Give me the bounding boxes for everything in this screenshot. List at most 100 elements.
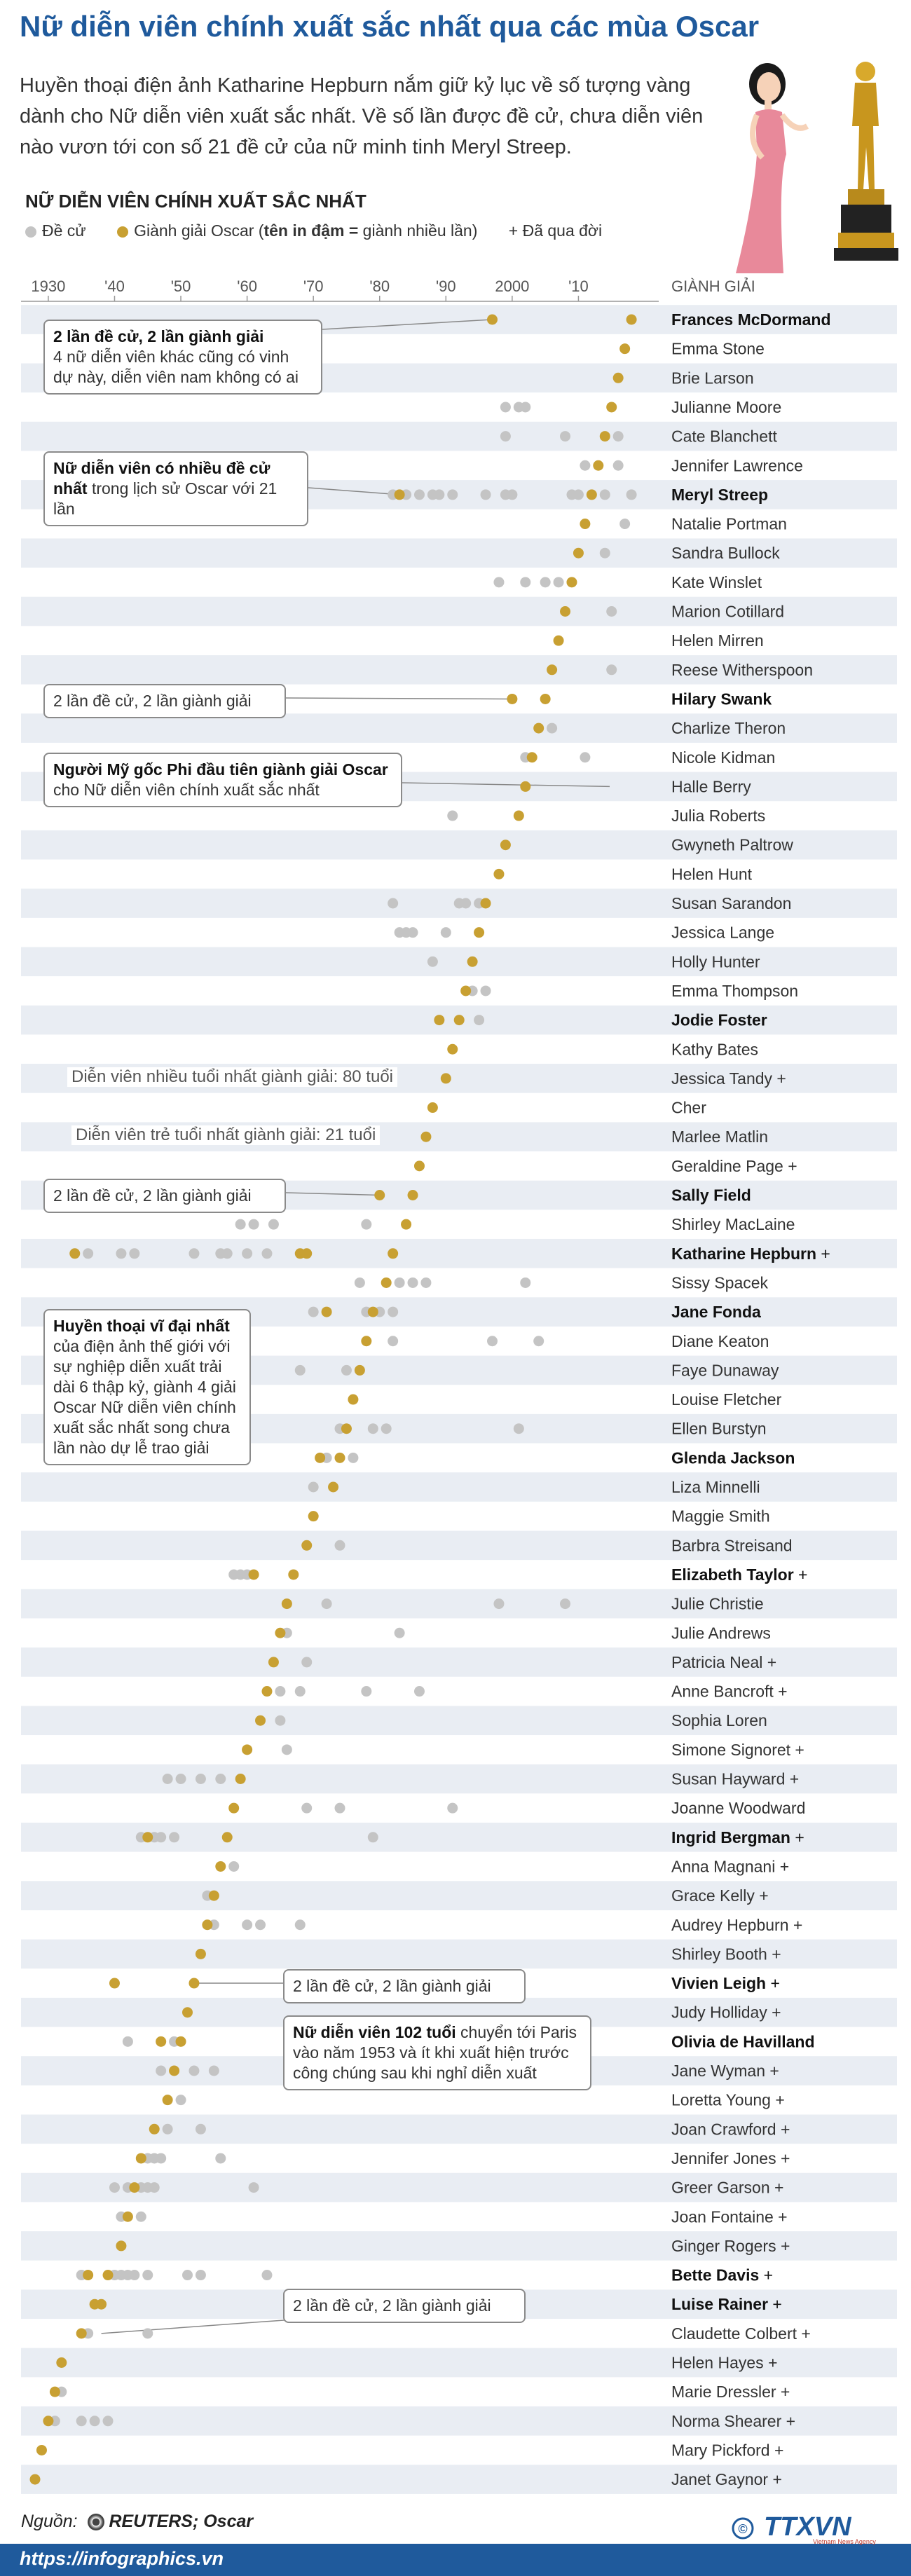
actress-name: Jane Fonda: [671, 1303, 761, 1321]
nomination-dot: [156, 1832, 167, 1843]
win-dot: [301, 1540, 313, 1551]
win-dot: [156, 2036, 167, 2047]
nomination-dot: [89, 2416, 100, 2427]
nomination-dot: [275, 1686, 286, 1697]
win-dot: [526, 752, 537, 763]
actress-name: Maggie Smith: [671, 1507, 770, 1526]
nomination-dot: [388, 1336, 399, 1347]
nomination-dot: [447, 489, 458, 500]
nomination-dot: [242, 1248, 253, 1259]
annotation-berry: Người Mỹ gốc Phi đầu tiên giành giải Osc…: [43, 753, 402, 807]
win-dot: [29, 2474, 41, 2485]
actress-name: Jennifer Jones +: [671, 2149, 790, 2167]
win-dot: [447, 1043, 458, 1055]
win-dot: [308, 1511, 319, 1522]
win-dot: [619, 343, 631, 355]
nomination-dot: [334, 1540, 345, 1551]
nomination-dot: [612, 460, 624, 471]
nomination-dot: [580, 460, 591, 471]
win-dot: [169, 2065, 180, 2076]
page-title: Nữ diễn viên chính xuất sắc nhất qua các…: [20, 10, 760, 43]
win-dot: [235, 1774, 246, 1784]
win-dot: [434, 1015, 445, 1026]
nomination-dot: [215, 2153, 226, 2164]
win-dot: [413, 1160, 425, 1172]
actress-name: Loretta Young +: [671, 2091, 785, 2109]
actress-name: Jane Wyman +: [671, 2062, 779, 2080]
actress-name: Charlize Theron: [671, 719, 786, 737]
nomination-dot: [407, 927, 418, 938]
row-stripe: [21, 1647, 897, 1677]
nomination-dot: [520, 577, 531, 588]
win-dot: [560, 606, 571, 617]
nomination-dot: [255, 1919, 266, 1931]
win-dot: [268, 1657, 279, 1668]
nomination-dot: [580, 752, 591, 763]
nomination-dot: [487, 1336, 498, 1347]
actress-name: Jessica Tandy +: [671, 1069, 786, 1088]
annotation-mcdormand: 2 lần đề cử, 2 lần giành giải 4 nữ diễn v…: [43, 320, 322, 395]
win-dot: [533, 722, 544, 734]
nomination-dot: [520, 402, 531, 413]
row-stripe: [21, 2231, 897, 2261]
actress-name: Shirley MacLaine: [671, 1215, 795, 1233]
actress-name: Joan Crawford +: [671, 2120, 790, 2138]
actress-name: Kathy Bates: [671, 1040, 758, 1058]
nomination-dot: [447, 1802, 458, 1814]
win-dot: [49, 2386, 60, 2397]
win-dot: [599, 431, 610, 442]
win-dot: [420, 1131, 432, 1142]
x-tick-label: '70: [303, 278, 324, 295]
x-tick-label: '80: [369, 278, 390, 295]
row-stripe: [21, 1881, 897, 1910]
actress-name: Joan Fontaine +: [671, 2207, 788, 2226]
nomination-dot: [434, 489, 445, 500]
actress-name: Emma Stone: [671, 340, 765, 358]
site-url[interactable]: https://infographics.vn: [20, 2548, 224, 2569]
win-dot: [507, 693, 518, 704]
actress-name: Julianne Moore: [671, 398, 781, 416]
win-dot: [493, 868, 505, 879]
win-dot: [540, 693, 551, 704]
copyright-symbol: ©: [738, 2522, 747, 2536]
actress-name: Simone Signoret +: [671, 1741, 804, 1759]
actress-name: Patricia Neal +: [671, 1653, 776, 1671]
annotation-swank: 2 lần đề cử, 2 lần giành giải: [43, 684, 286, 718]
actress-name: Susan Sarandon: [671, 894, 791, 912]
nomination-dot: [573, 489, 584, 500]
row-stripe: [21, 421, 897, 451]
win-dot: [76, 2328, 87, 2339]
nomination-dot: [394, 1277, 405, 1288]
nomination-dot: [129, 1248, 140, 1259]
actress-name: Helen Hayes +: [671, 2354, 778, 2372]
nomination-dot: [294, 1364, 306, 1376]
win-dot: [520, 781, 531, 792]
actress-name: Sally Field: [671, 1186, 751, 1205]
annotation-streep: Nữ diễn viên có nhiều đề cử nhất trong l…: [43, 451, 308, 526]
win-dot: [453, 1015, 465, 1026]
annotation-leigh: 2 lần đề cử, 2 lần giành giải: [283, 1969, 526, 2003]
win-dot: [586, 489, 597, 500]
row-stripe: [21, 830, 897, 860]
gown-icon: [736, 109, 786, 273]
actress-name: Sissy Spacek: [671, 1273, 769, 1292]
nomination-dot: [427, 956, 438, 967]
nomination-dot: [301, 1802, 313, 1814]
actress-name: Barbra Streisand: [671, 1536, 793, 1554]
nomination-dot: [142, 2270, 153, 2281]
win-dot: [467, 956, 478, 967]
actress-name: Helen Mirren: [671, 631, 764, 650]
actress-name: Norma Shearer +: [671, 2412, 795, 2430]
nomination-dot: [560, 431, 571, 442]
row-stripe: [21, 1530, 897, 1561]
actress-name: Audrey Hepburn +: [671, 1916, 802, 1934]
row-stripe: [21, 2348, 897, 2378]
x-tick-label: '50: [171, 278, 191, 295]
section-title: NỮ DIỄN VIÊN CHÍNH XUẤT SẮC NHẤT: [25, 191, 367, 212]
actress-name: Mary Pickford +: [671, 2441, 783, 2459]
win-dot: [281, 1598, 292, 1610]
nomination-dot: [275, 1715, 286, 1726]
nomination-dot: [175, 1774, 186, 1784]
win-dot: [626, 314, 637, 325]
actress-name: Natalie Portman: [671, 515, 787, 533]
